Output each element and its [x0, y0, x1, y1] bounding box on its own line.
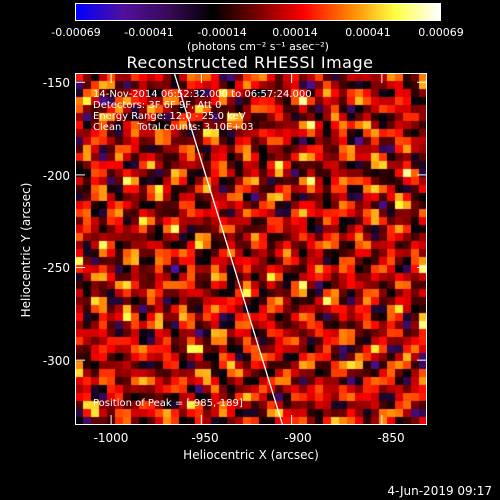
annotation-peak-position: Position of Peak = [-985,-189] [93, 398, 243, 409]
x-axis-label: Heliocentric X (arcsec) [183, 448, 319, 462]
colorbar-tick-label: -0.00069 [51, 26, 101, 39]
chart-title: Reconstructed RHESSI Image [126, 53, 374, 72]
plot-border [75, 73, 427, 425]
y-tick-label: -300 [42, 354, 70, 368]
x-tick-label: -950 [191, 431, 219, 445]
colorbar-tick-label: 0.00041 [345, 26, 391, 39]
x-tick-label: -850 [377, 431, 405, 445]
timestamp: 4-Jun-2019 09:17 [387, 484, 492, 498]
annotation-time-range: 14-Nov-2014 06:52:32.000 to 06:57:24.000 [93, 89, 312, 100]
colorbar-tick-label: -0.00014 [197, 26, 247, 39]
colorbar [75, 3, 441, 21]
annotation-total-counts: Clean Total counts: 3.10E+03 [93, 122, 254, 133]
plot-area: 14-Nov-2014 06:52:32.000 to 06:57:24.000… [75, 73, 427, 425]
y-tick-label: -150 [42, 76, 70, 90]
x-tick-label: -900 [284, 431, 312, 445]
colorbar-tick-label: 0.00014 [272, 26, 318, 39]
annotation-energy-range: Energy Range: 12.0 - 25.0 keV [93, 111, 246, 122]
colorbar-unit-label: (photons cm⁻² s⁻¹ asec⁻²) [187, 40, 329, 53]
annotation-detectors: Detectors: 3F 6F 9F, Att 0 [93, 100, 222, 111]
colorbar-tick-label: 0.00069 [418, 26, 464, 39]
x-tick-label: -1000 [93, 431, 129, 445]
colorbar-tick-label: -0.00041 [124, 26, 174, 39]
solar-limb-line [173, 73, 284, 425]
y-tick-label: -200 [42, 169, 70, 183]
y-axis-label: Heliocentric Y (arcsec) [19, 182, 33, 318]
plot-overlay [75, 73, 427, 425]
y-tick-label: -250 [42, 261, 70, 275]
heatmap-image [75, 73, 427, 425]
